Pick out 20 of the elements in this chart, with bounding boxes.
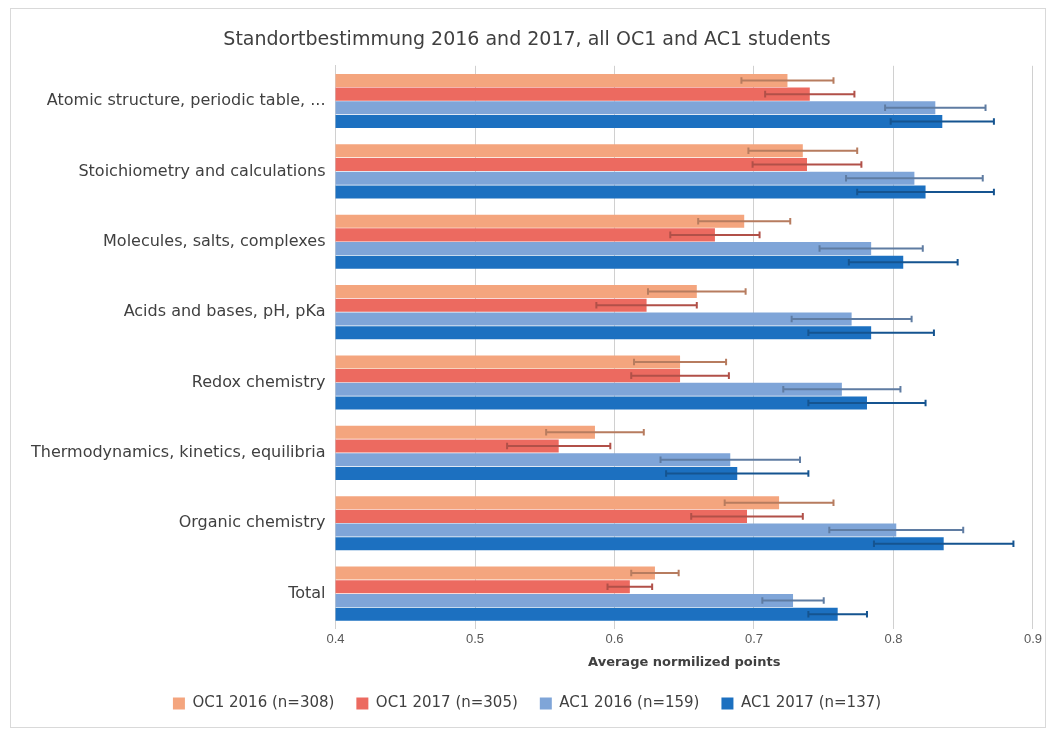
y-tick-label: Molecules, salts, complexes <box>103 230 326 250</box>
y-tick-label: Atomic structure, periodic table, ... <box>46 90 326 110</box>
x-tick-label: 0.6 <box>605 631 624 647</box>
x-tick-label: 0.8 <box>884 631 903 647</box>
x-tick-label: 0.5 <box>465 631 485 647</box>
y-tick-label: Redox chemistry <box>191 371 326 391</box>
x-tick-label: 0.7 <box>744 631 764 647</box>
chart-title: Standortbestimmung 2016 and 2017, all OC1 and AC1 students <box>223 27 831 50</box>
y-tick-label: Stoichiometry and calculations <box>78 160 326 180</box>
y-tick-label: Thermodynamics, kinetics, equilibria <box>30 442 326 462</box>
x-tick-label: 0.4 <box>326 631 345 647</box>
legend-label: AC1 2017 (n=137) <box>740 693 882 712</box>
y-tick-label: Total <box>287 582 326 602</box>
legend-label: OC1 2017 (n=305) <box>375 693 518 712</box>
x-axis-title: Average normilized points <box>588 653 781 669</box>
legend-label: AC1 2016 (n=159) <box>559 693 700 712</box>
y-tick-label: Acids and bases, pH, pKa <box>123 301 326 321</box>
legend-label: OC1 2016 (n=308) <box>192 693 335 712</box>
y-tick-label: Organic chemistry <box>178 512 326 532</box>
x-tick-label: 0.9 <box>1023 631 1042 647</box>
